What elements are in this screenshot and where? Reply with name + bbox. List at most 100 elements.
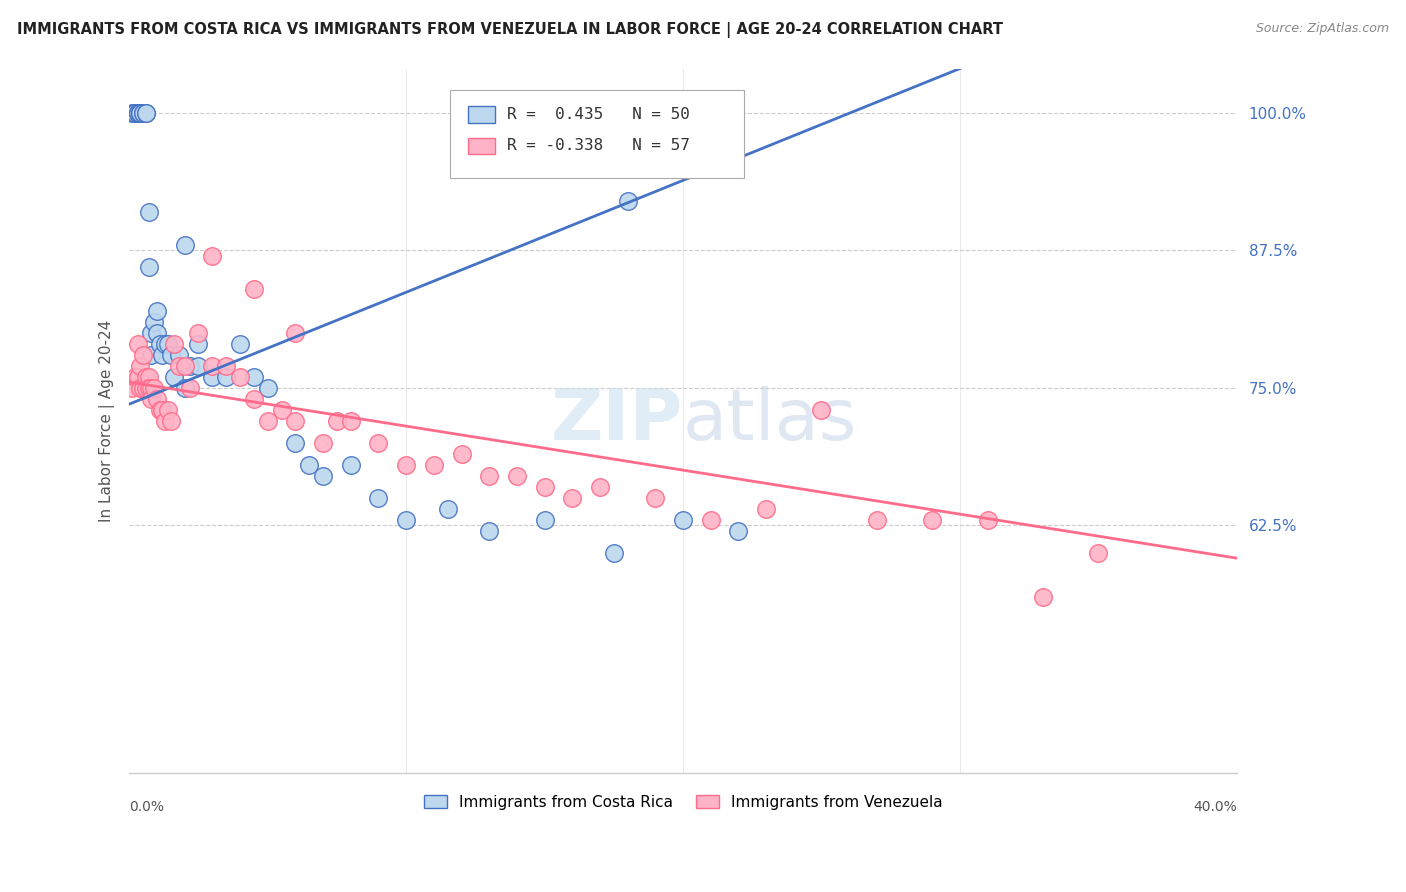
Point bbox=[699, 513, 721, 527]
Point bbox=[179, 381, 201, 395]
Y-axis label: In Labor Force | Age 20-24: In Labor Force | Age 20-24 bbox=[100, 319, 115, 522]
Point bbox=[201, 369, 224, 384]
Point bbox=[159, 348, 181, 362]
Point bbox=[229, 369, 252, 384]
Point bbox=[146, 326, 169, 340]
Point bbox=[152, 348, 174, 362]
Point bbox=[284, 435, 307, 450]
Point bbox=[124, 105, 146, 120]
Point bbox=[339, 458, 361, 472]
Point bbox=[395, 458, 418, 472]
Point bbox=[215, 359, 238, 373]
Text: ZIP: ZIP bbox=[551, 386, 683, 455]
Point bbox=[129, 105, 152, 120]
Point bbox=[201, 359, 224, 373]
Point bbox=[167, 359, 190, 373]
Point bbox=[143, 381, 166, 395]
Point bbox=[129, 105, 152, 120]
Point bbox=[1032, 590, 1054, 604]
Point bbox=[561, 491, 583, 505]
Point bbox=[755, 501, 778, 516]
Point bbox=[533, 480, 555, 494]
FancyBboxPatch shape bbox=[468, 106, 495, 123]
Point bbox=[159, 414, 181, 428]
Point bbox=[121, 105, 143, 120]
Point bbox=[135, 105, 157, 120]
Point bbox=[127, 336, 149, 351]
Point bbox=[187, 336, 209, 351]
Point bbox=[603, 546, 626, 560]
Point bbox=[179, 359, 201, 373]
Point bbox=[921, 513, 943, 527]
Point bbox=[256, 414, 278, 428]
Point bbox=[124, 105, 146, 120]
Text: 40.0%: 40.0% bbox=[1194, 800, 1237, 814]
Point bbox=[201, 249, 224, 263]
Point bbox=[1087, 546, 1109, 560]
Point bbox=[156, 336, 179, 351]
Point bbox=[132, 348, 155, 362]
Point bbox=[141, 392, 163, 406]
Text: atlas: atlas bbox=[683, 386, 858, 455]
Point bbox=[167, 348, 190, 362]
Point bbox=[339, 414, 361, 428]
Point bbox=[156, 402, 179, 417]
Point bbox=[243, 282, 266, 296]
Point bbox=[243, 369, 266, 384]
Point bbox=[395, 513, 418, 527]
Text: 0.0%: 0.0% bbox=[129, 800, 165, 814]
Point bbox=[162, 336, 184, 351]
Point bbox=[436, 501, 458, 516]
FancyBboxPatch shape bbox=[468, 137, 495, 154]
Point bbox=[132, 105, 155, 120]
Point bbox=[141, 381, 163, 395]
Point bbox=[155, 414, 177, 428]
Point bbox=[127, 105, 149, 120]
Point bbox=[138, 381, 160, 395]
Point bbox=[127, 105, 149, 120]
Text: R =  0.435   N = 50: R = 0.435 N = 50 bbox=[508, 107, 690, 122]
Text: Source: ZipAtlas.com: Source: ZipAtlas.com bbox=[1256, 22, 1389, 36]
Point bbox=[124, 369, 146, 384]
Point bbox=[243, 392, 266, 406]
Point bbox=[173, 237, 195, 252]
Point bbox=[143, 315, 166, 329]
Point bbox=[312, 435, 335, 450]
Point bbox=[135, 381, 157, 395]
Point bbox=[129, 105, 152, 120]
Point bbox=[135, 369, 157, 384]
Point bbox=[976, 513, 998, 527]
Point bbox=[284, 326, 307, 340]
Point bbox=[312, 468, 335, 483]
Point bbox=[187, 359, 209, 373]
Point bbox=[478, 468, 501, 483]
Point bbox=[173, 359, 195, 373]
Point bbox=[616, 194, 638, 208]
Point bbox=[173, 381, 195, 395]
FancyBboxPatch shape bbox=[450, 90, 744, 178]
Point bbox=[152, 402, 174, 417]
Point bbox=[672, 513, 695, 527]
Legend: Immigrants from Costa Rica, Immigrants from Venezuela: Immigrants from Costa Rica, Immigrants f… bbox=[418, 789, 949, 816]
Point bbox=[138, 204, 160, 219]
Point bbox=[121, 381, 143, 395]
Point bbox=[146, 303, 169, 318]
Point bbox=[298, 458, 321, 472]
Point bbox=[127, 369, 149, 384]
Point bbox=[138, 369, 160, 384]
Point bbox=[141, 326, 163, 340]
Point bbox=[146, 392, 169, 406]
Point bbox=[127, 105, 149, 120]
Point bbox=[129, 359, 152, 373]
Point bbox=[367, 491, 389, 505]
Point bbox=[135, 105, 157, 120]
Point bbox=[229, 336, 252, 351]
Point bbox=[162, 369, 184, 384]
Point bbox=[589, 480, 612, 494]
Point bbox=[450, 447, 472, 461]
Point bbox=[132, 381, 155, 395]
Text: R = -0.338   N = 57: R = -0.338 N = 57 bbox=[508, 138, 690, 153]
Point bbox=[141, 348, 163, 362]
Point bbox=[367, 435, 389, 450]
Point bbox=[129, 381, 152, 395]
